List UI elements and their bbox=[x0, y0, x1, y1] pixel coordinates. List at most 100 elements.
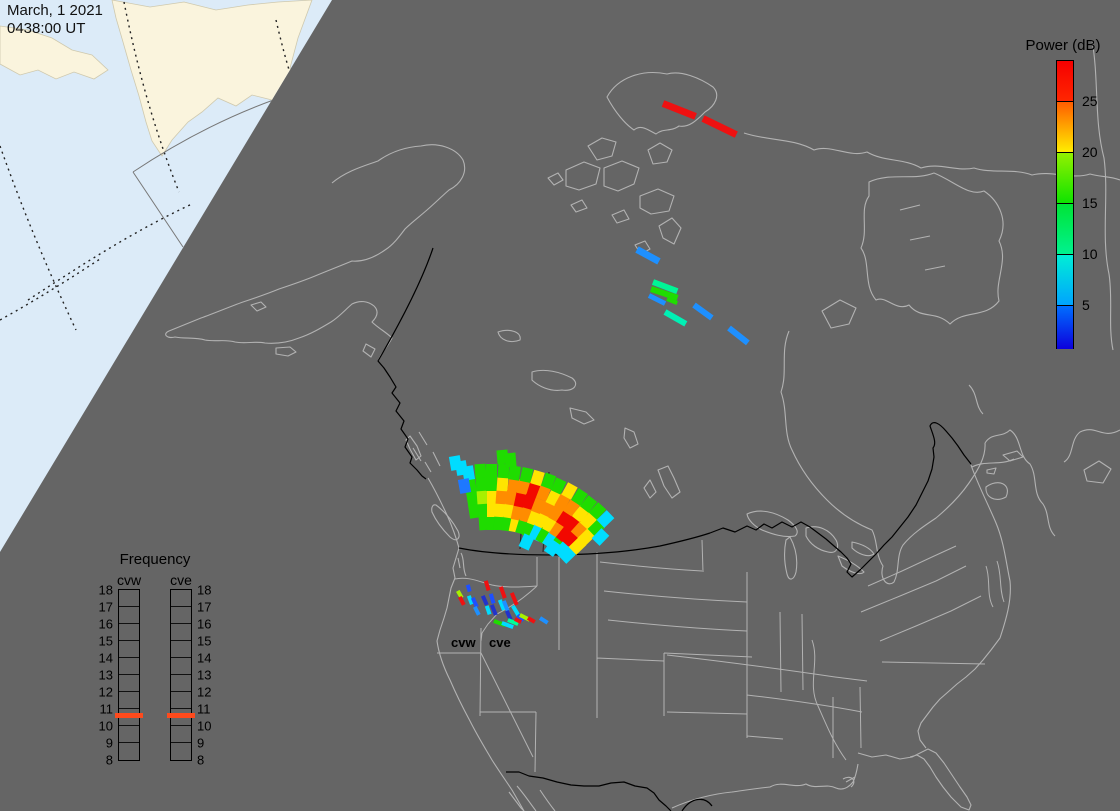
frequency-legend-title: Frequency bbox=[119, 551, 191, 568]
state-borders bbox=[437, 539, 1005, 773]
frequency-value-label: 11 bbox=[99, 701, 114, 717]
coastlines bbox=[165, 39, 1120, 811]
alaska-coast bbox=[165, 144, 466, 362]
frequency-bar-tick bbox=[171, 606, 191, 607]
frequency-bar-tick bbox=[119, 606, 139, 607]
dayside-region bbox=[0, 0, 332, 552]
colorbar-tick-label: 10 bbox=[1082, 246, 1098, 262]
north-echo-dash bbox=[701, 114, 738, 138]
frequency-bar-tick bbox=[119, 708, 139, 709]
arctic-mainland-coast bbox=[743, 132, 1120, 181]
timestamp-time: 0438:00 UT bbox=[7, 20, 86, 37]
fan-echo-cell bbox=[518, 533, 534, 551]
us-canada-border bbox=[458, 532, 711, 556]
frequency-bar-tick bbox=[119, 657, 139, 658]
frequency-bar-tick bbox=[171, 640, 191, 641]
near-range-echo bbox=[527, 616, 536, 624]
colorbar-segment bbox=[1057, 305, 1073, 349]
frequency-value-label: 17 bbox=[98, 599, 113, 615]
frequency-value-label: 9 bbox=[197, 735, 205, 751]
frequency-value-label: 12 bbox=[197, 684, 212, 700]
frequency-marker bbox=[115, 713, 143, 718]
us-mexico-border bbox=[506, 771, 713, 811]
timestamp-date: March, 1 2021 bbox=[7, 2, 103, 19]
radar-site-label: cve bbox=[489, 635, 511, 650]
us-canada-border-east bbox=[709, 422, 972, 578]
near-range-echo bbox=[510, 592, 519, 606]
dayside-land bbox=[0, 25, 109, 80]
graticule-dotted bbox=[0, 1, 297, 331]
colorbar-segment bbox=[1057, 101, 1073, 153]
frequency-value-label: 13 bbox=[197, 667, 212, 683]
fan-echo-cell bbox=[486, 516, 498, 530]
frequency-value-label: 14 bbox=[98, 650, 113, 666]
frequency-value-label: 17 bbox=[197, 599, 212, 615]
frequency-bar-tick bbox=[171, 657, 191, 658]
canadian-lakes bbox=[497, 329, 681, 499]
frequency-value-label: 8 bbox=[105, 752, 113, 768]
frequency-value-label: 9 bbox=[105, 735, 113, 751]
frequency-value-label: 10 bbox=[197, 718, 212, 734]
arctic-island bbox=[606, 72, 718, 135]
fan-echo-cell bbox=[486, 503, 498, 517]
maritimes bbox=[971, 450, 1112, 500]
colorbar-tick-label: 5 bbox=[1082, 297, 1090, 313]
frequency-value-label: 16 bbox=[197, 616, 212, 632]
power-colorbar bbox=[1056, 60, 1074, 349]
frequency-value-label: 15 bbox=[98, 633, 113, 649]
baffin-island bbox=[860, 172, 1004, 325]
frequency-marker bbox=[167, 713, 195, 718]
fan-echo-cell bbox=[474, 463, 486, 479]
baja bbox=[508, 785, 556, 811]
frequency-bar-tick bbox=[171, 623, 191, 624]
radar-site-label: cvw bbox=[451, 635, 476, 650]
alaska-border bbox=[377, 247, 434, 480]
frequency-bar-tick bbox=[119, 691, 139, 692]
north-echo-dash bbox=[663, 309, 688, 327]
frequency-bar-cvw bbox=[118, 589, 140, 761]
frequency-bar-tick bbox=[119, 674, 139, 675]
north-echo-dash bbox=[661, 99, 698, 120]
frequency-value-label: 18 bbox=[197, 582, 212, 598]
colorbar-tick-label: 25 bbox=[1082, 93, 1098, 109]
gulf-coast bbox=[671, 763, 859, 809]
international-borders bbox=[377, 247, 972, 811]
near-range-echo bbox=[466, 584, 472, 593]
frequency-bar-tick bbox=[119, 640, 139, 641]
frequency-bar-cve bbox=[170, 589, 192, 761]
colorbar-title: Power (dB) bbox=[1025, 37, 1101, 54]
fan-echo-cell bbox=[454, 460, 468, 476]
fan-echo-cell bbox=[457, 478, 471, 494]
frequency-value-label: 16 bbox=[98, 616, 113, 632]
north-echo-dash bbox=[727, 325, 750, 346]
frequency-value-label: 14 bbox=[197, 650, 212, 666]
hudson-bay bbox=[780, 330, 986, 585]
near-range-echo bbox=[499, 586, 507, 599]
arctic-archipelago bbox=[547, 137, 682, 255]
fan-echo-cell bbox=[507, 465, 521, 481]
frequency-column-header: cvw bbox=[116, 572, 142, 588]
frequency-value-label: 10 bbox=[98, 718, 113, 734]
colorbar-tick-label: 20 bbox=[1082, 144, 1098, 160]
fan-echo-cell bbox=[496, 476, 508, 492]
colorbar-segment bbox=[1057, 254, 1073, 306]
frequency-value-label: 8 bbox=[197, 752, 205, 768]
pacific-coast bbox=[436, 547, 525, 811]
near-range-echo bbox=[481, 595, 489, 606]
near-range-echo bbox=[538, 616, 550, 625]
frequency-bar-tick bbox=[171, 691, 191, 692]
frequency-bar-tick bbox=[171, 674, 191, 675]
frequency-bar-tick bbox=[171, 725, 191, 726]
colorbar-segment bbox=[1057, 203, 1073, 255]
atlantic-coast bbox=[917, 464, 1011, 749]
near-range-echo bbox=[484, 580, 491, 592]
near-range-echo bbox=[458, 596, 466, 606]
colorbar-segment bbox=[1057, 61, 1073, 101]
frequency-bar-tick bbox=[119, 742, 139, 743]
timestamp: March, 1 2021 0438:00 UT bbox=[7, 2, 103, 38]
frequency-value-label: 12 bbox=[98, 684, 113, 700]
near-range-echo bbox=[473, 606, 481, 616]
